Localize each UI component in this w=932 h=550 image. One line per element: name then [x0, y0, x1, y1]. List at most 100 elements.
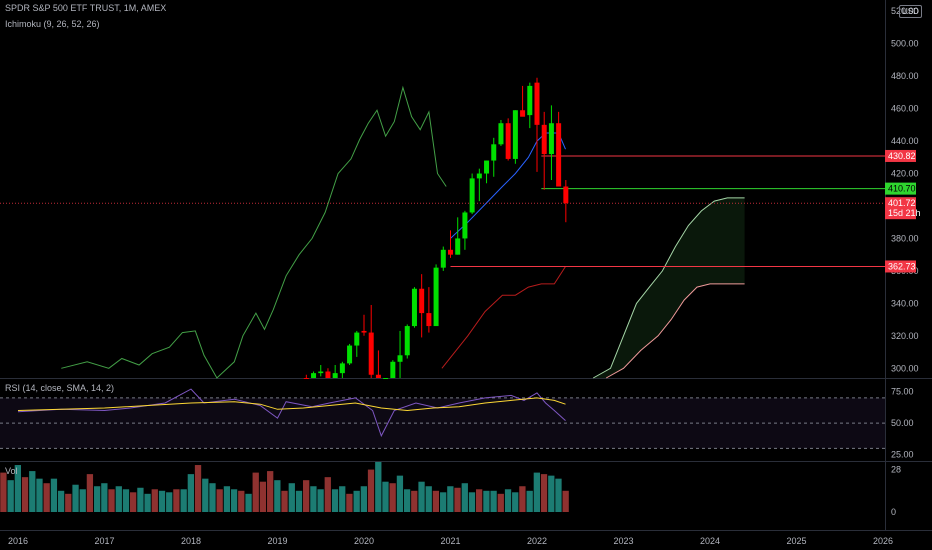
time-tick-label: 2021	[440, 536, 460, 546]
symbol-title[interactable]: SPDR S&P 500 ETF TRUST, 1M, AMEX	[5, 3, 167, 13]
rsi-pane	[0, 388, 885, 449]
volume-bar	[382, 481, 389, 512]
price-tag-box	[885, 149, 916, 162]
volume-bar	[548, 475, 555, 512]
time-tick-label: 2019	[267, 536, 287, 546]
candle	[339, 361, 345, 378]
price-tick-label: 340.00	[891, 298, 919, 308]
volume-bar	[519, 486, 526, 512]
volume-bar	[476, 489, 483, 512]
candle-body	[534, 82, 540, 125]
price-tick-label: 380.00	[891, 233, 919, 243]
volume-legend[interactable]: Vol	[5, 466, 18, 476]
candle	[512, 110, 518, 164]
volume-bar	[7, 480, 14, 512]
candle-body	[476, 173, 482, 179]
volume-bar	[403, 489, 411, 512]
candle	[426, 287, 432, 333]
candle-body	[404, 326, 410, 356]
price-tick-label: 440.00	[891, 136, 919, 146]
volume-bar	[29, 471, 36, 512]
volume-bar	[375, 462, 382, 512]
volume-bar	[36, 478, 43, 512]
volume-bar	[447, 486, 454, 512]
candle	[440, 246, 446, 271]
volume-bar	[158, 490, 166, 512]
price-tag-label: 401.72	[888, 198, 916, 208]
ichimoku-legend[interactable]: Ichimoku (9, 26, 52, 26)	[5, 19, 100, 29]
volume-bar	[166, 492, 173, 512]
candle	[491, 137, 497, 177]
volume-bar	[14, 465, 21, 512]
volume-tick-label: 0	[891, 507, 896, 517]
volume-bar	[389, 483, 396, 512]
candle-body	[462, 212, 468, 239]
price-tick-label: 460.00	[891, 104, 919, 114]
currency-button[interactable]: USD	[899, 5, 922, 18]
candle-body	[361, 330, 367, 333]
candle	[455, 217, 461, 255]
candle-body	[484, 160, 490, 174]
volume-bar	[295, 490, 303, 512]
ichimoku-cloud	[592, 197, 745, 379]
price-tick-label: 320.00	[891, 331, 919, 341]
candle	[498, 119, 504, 146]
axes: 520.00 500.00 480.00 460.00 440.00 420.00 380.…	[8, 6, 919, 546]
candle-body	[368, 332, 374, 375]
volume-bar	[108, 489, 115, 512]
volume-bar	[504, 489, 512, 512]
candle-body	[505, 123, 511, 159]
candle-body	[556, 123, 562, 187]
volume-bar	[144, 493, 151, 512]
candle	[505, 118, 511, 161]
volume-bar	[526, 490, 533, 512]
time-tick-label: 2016	[8, 536, 28, 546]
candle	[332, 365, 338, 378]
price-tag: 410.70	[885, 182, 916, 195]
candle	[325, 368, 331, 378]
candle	[303, 374, 309, 379]
price-tag-label: 410.70	[888, 184, 916, 194]
volume-bar	[0, 472, 7, 512]
price-tag-label: 430.82	[888, 151, 916, 161]
volume-bar	[432, 490, 440, 512]
volume-bar	[230, 489, 238, 512]
volume-bar	[245, 493, 252, 512]
candle-body	[541, 124, 547, 155]
time-tick-label: 2018	[181, 536, 201, 546]
candle-body	[455, 238, 461, 255]
horizontal-levels[interactable]	[0, 155, 885, 267]
candle	[462, 210, 468, 250]
volume-bar	[209, 483, 216, 512]
volume-bar	[21, 477, 29, 512]
volume-bar	[331, 489, 339, 512]
candle-body	[491, 144, 497, 161]
volume-bar	[483, 490, 490, 512]
candle	[411, 287, 417, 328]
candle-body	[375, 374, 381, 378]
volume-tick-label: 28	[891, 465, 901, 475]
candle	[354, 330, 360, 357]
price-tick-label: 500.00	[891, 39, 919, 49]
volume-pane	[0, 462, 569, 512]
candle	[541, 111, 547, 190]
volume-bar	[317, 489, 324, 512]
volume-bar	[353, 490, 360, 512]
time-tick-label: 2022	[527, 536, 547, 546]
price-tick-label: 520.00	[891, 6, 919, 16]
senkou-span-a-line	[592, 197, 745, 379]
volume-bar	[86, 474, 94, 512]
volume-bar	[367, 469, 375, 512]
volume-bar	[130, 492, 137, 512]
volume-bar	[173, 489, 180, 512]
volume-bar	[303, 480, 310, 512]
rsi-ma-line	[17, 397, 566, 412]
rsi-legend[interactable]: RSI (14, close, SMA, 14, 2)	[5, 383, 115, 393]
volume-bar	[512, 492, 519, 512]
volume-bar	[288, 483, 295, 512]
ichimoku-lines	[61, 85, 566, 379]
time-tick-label: 2023	[613, 536, 633, 546]
candle-body	[419, 288, 425, 314]
candle-body	[520, 110, 526, 117]
